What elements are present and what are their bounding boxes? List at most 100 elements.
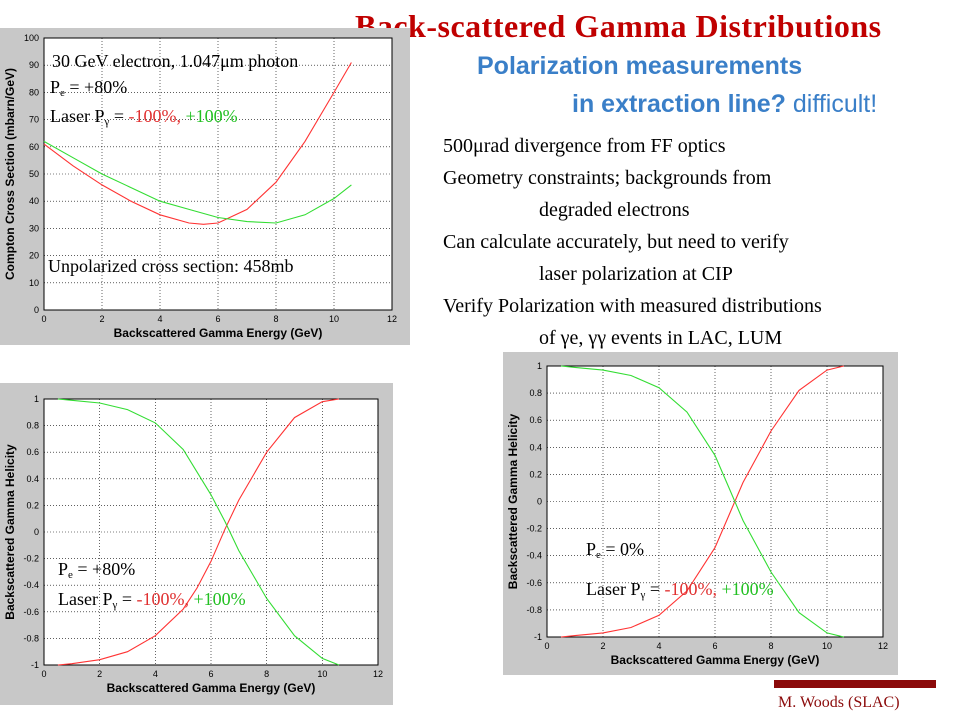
credit-bar	[774, 680, 936, 688]
pe-label: P	[58, 559, 69, 579]
chart2-annotation-pe: Pe = +80%	[58, 558, 135, 586]
bullet-line: Verify Polarization with measured distri…	[443, 295, 822, 317]
pe-subscript: e	[68, 569, 73, 581]
laser-red-value: -100%,	[664, 579, 718, 599]
laser-eq: =	[109, 106, 129, 126]
chart3-ytick-label: 0.8	[529, 388, 542, 398]
chart1-annotation-beam: 30 GeV electron, 1.047μm photon	[52, 51, 299, 71]
chart2-ytick-label: 0.2	[26, 500, 39, 510]
chart-helicity-pe0: 0 2 4 6 8 10 12 -1 -0.8 -0.6 -0.4 -0.2 0 0.2 0.4 0.6 0.8…	[506, 361, 888, 667]
subtitle-difficult: difficult!	[792, 90, 878, 118]
chart1-ytick-label: 80	[29, 87, 39, 97]
chart1-ytick-label: 90	[29, 60, 39, 70]
chart2-ylabel: Backscattered Gamma Helicity	[3, 444, 17, 620]
chart3-series-1-line	[560, 365, 844, 638]
chart2-ytick-label: 1	[34, 394, 39, 404]
bullet-line: degraded electrons	[539, 199, 690, 221]
laser-green-value: +100%	[717, 579, 774, 599]
chart3-ytick-label: 0.6	[529, 415, 542, 425]
chart1-annotation-laser: Laser Pγ = -100%, +100%	[50, 105, 238, 133]
laser-label: Laser P	[586, 579, 641, 599]
chart2-ytick-label: -0.6	[23, 607, 39, 617]
pe-label: P	[586, 539, 597, 559]
chart3-ytick-label: -0.2	[526, 524, 542, 534]
laser-eq: =	[117, 589, 137, 609]
chart-helicity-pe80: 0 2 4 6 8 10 12 -1 -0.8 -0.6 -0.4 -0.2 0 0.2 0.4 0.6 0.8…	[3, 394, 383, 695]
chart3-xtick-label: 4	[656, 641, 661, 651]
chart1-annotation-pe: Pe = +80%	[50, 76, 127, 104]
chart1-ytick-label: 20	[29, 251, 39, 261]
chart3-xtick-label: 6	[712, 641, 717, 651]
chart1-ytick-label: 40	[29, 196, 39, 206]
laser-eq: =	[645, 579, 665, 599]
chart1-series-1-line	[43, 62, 352, 225]
subtitle-question: in extraction line?	[572, 90, 786, 118]
chart2-ytick-label: -0.4	[23, 580, 39, 590]
laser-green-value: +100%	[189, 589, 246, 609]
chart-cross-section: 0 2 4 6 8 10 12 0 10 20 30 40 50 60 70 80 90 100 Backscatt…	[3, 33, 397, 340]
laser-label: Laser P	[50, 106, 105, 126]
chart3-xtick-label: 12	[878, 641, 888, 651]
slide-subtitle: Polarization measurements	[477, 52, 803, 80]
chart1-ylabel: Compton Cross Section (mbarn/GeV)	[3, 68, 17, 280]
laser-red-value: -100%,	[128, 106, 182, 126]
chart2-xtick-label: 6	[208, 669, 213, 679]
chart3-ylabel: Backscattered Gamma Helicity	[506, 413, 520, 589]
chart2-ytick-label: 0.8	[26, 421, 39, 431]
chart-panel-helicity-pe0: 0 2 4 6 8 10 12 -1 -0.8 -0.6 -0.4 -0.2 0 0.2 0.4 0.6 0.8…	[503, 352, 898, 675]
chart1-xtick-label: 10	[329, 314, 339, 324]
chart1-xtick-label: 12	[387, 314, 397, 324]
chart1-xlabel: Backscattered Gamma Energy (GeV)	[114, 326, 323, 340]
chart3-ytick-label: 0.4	[529, 442, 542, 452]
chart2-series-2-line	[57, 398, 340, 666]
chart1-xtick-label: 0	[41, 314, 46, 324]
chart1-xtick-label: 4	[157, 314, 162, 324]
slide-title: Back-scattered Gamma Distributions	[355, 8, 882, 44]
chart-panel-cross-section: 0 2 4 6 8 10 12 0 10 20 30 40 50 60 70 80 90 100 Backscatt…	[0, 28, 410, 345]
chart3-xtick-label: 0	[544, 641, 549, 651]
chart2-xtick-label: 8	[264, 669, 269, 679]
chart3-ytick-label: -0.4	[526, 551, 542, 561]
chart1-ytick-label: 50	[29, 169, 39, 179]
chart2-xtick-label: 0	[41, 669, 46, 679]
pe-subscript: e	[596, 549, 601, 561]
chart2-xtick-label: 2	[97, 669, 102, 679]
chart1-xtick-label: 8	[273, 314, 278, 324]
chart3-ytick-label: -0.8	[526, 605, 542, 615]
credit-text: M. Woods (SLAC)	[778, 694, 900, 711]
bullet-line: Can calculate accurately, but need to ve…	[443, 231, 789, 253]
chart3-xlabel: Backscattered Gamma Energy (GeV)	[611, 653, 820, 667]
chart1-xtick-label: 2	[99, 314, 104, 324]
chart3-ytick-label: -0.6	[526, 578, 542, 588]
chart1-series-2-line	[43, 140, 352, 224]
laser-green-value: +100%	[181, 106, 238, 126]
bullet-line: of γe, γγ events in LAC, LUM	[539, 327, 783, 349]
chart3-xtick-label: 8	[768, 641, 773, 651]
chart3-annotation-laser: Laser Pγ = -100%, +100%	[586, 578, 774, 606]
chart1-ytick-label: 70	[29, 115, 39, 125]
bullet-line: 500μrad divergence from FF optics	[443, 135, 726, 157]
chart1-xtick-label: 6	[215, 314, 220, 324]
chart1-ytick-label: 10	[29, 278, 39, 288]
laser-label: Laser P	[58, 589, 113, 609]
chart3-ytick-label: 1	[537, 361, 542, 371]
chart2-ytick-label: -0.2	[23, 554, 39, 564]
chart2-ytick-label: -1	[31, 660, 39, 670]
laser-subscript: γ	[112, 599, 118, 611]
chart3-annotation-pe: Pe = 0%	[586, 538, 644, 566]
slide-subtitle-line2: in extraction line? difficult!	[572, 90, 877, 119]
chart2-ytick-label: 0.4	[26, 474, 39, 484]
laser-red-value: -100%,	[136, 589, 190, 609]
pe-value: = 0%	[600, 539, 645, 559]
chart1-annotation-unpolarized: Unpolarized cross section: 458mb	[48, 256, 294, 276]
chart3-xtick-label: 10	[822, 641, 832, 651]
chart2-ytick-label: 0.6	[26, 447, 39, 457]
chart3-ytick-label: -1	[534, 632, 542, 642]
chart2-ytick-label: -0.8	[23, 633, 39, 643]
bullet-line: laser polarization at CIP	[539, 263, 733, 285]
chart2-annotation-laser: Laser Pγ = -100%, +100%	[58, 588, 246, 616]
pe-label: P	[50, 77, 61, 97]
chart2-ytick-label: 0	[34, 527, 39, 537]
chart3-xtick-label: 2	[600, 641, 605, 651]
chart3-series-2-line	[560, 365, 844, 638]
